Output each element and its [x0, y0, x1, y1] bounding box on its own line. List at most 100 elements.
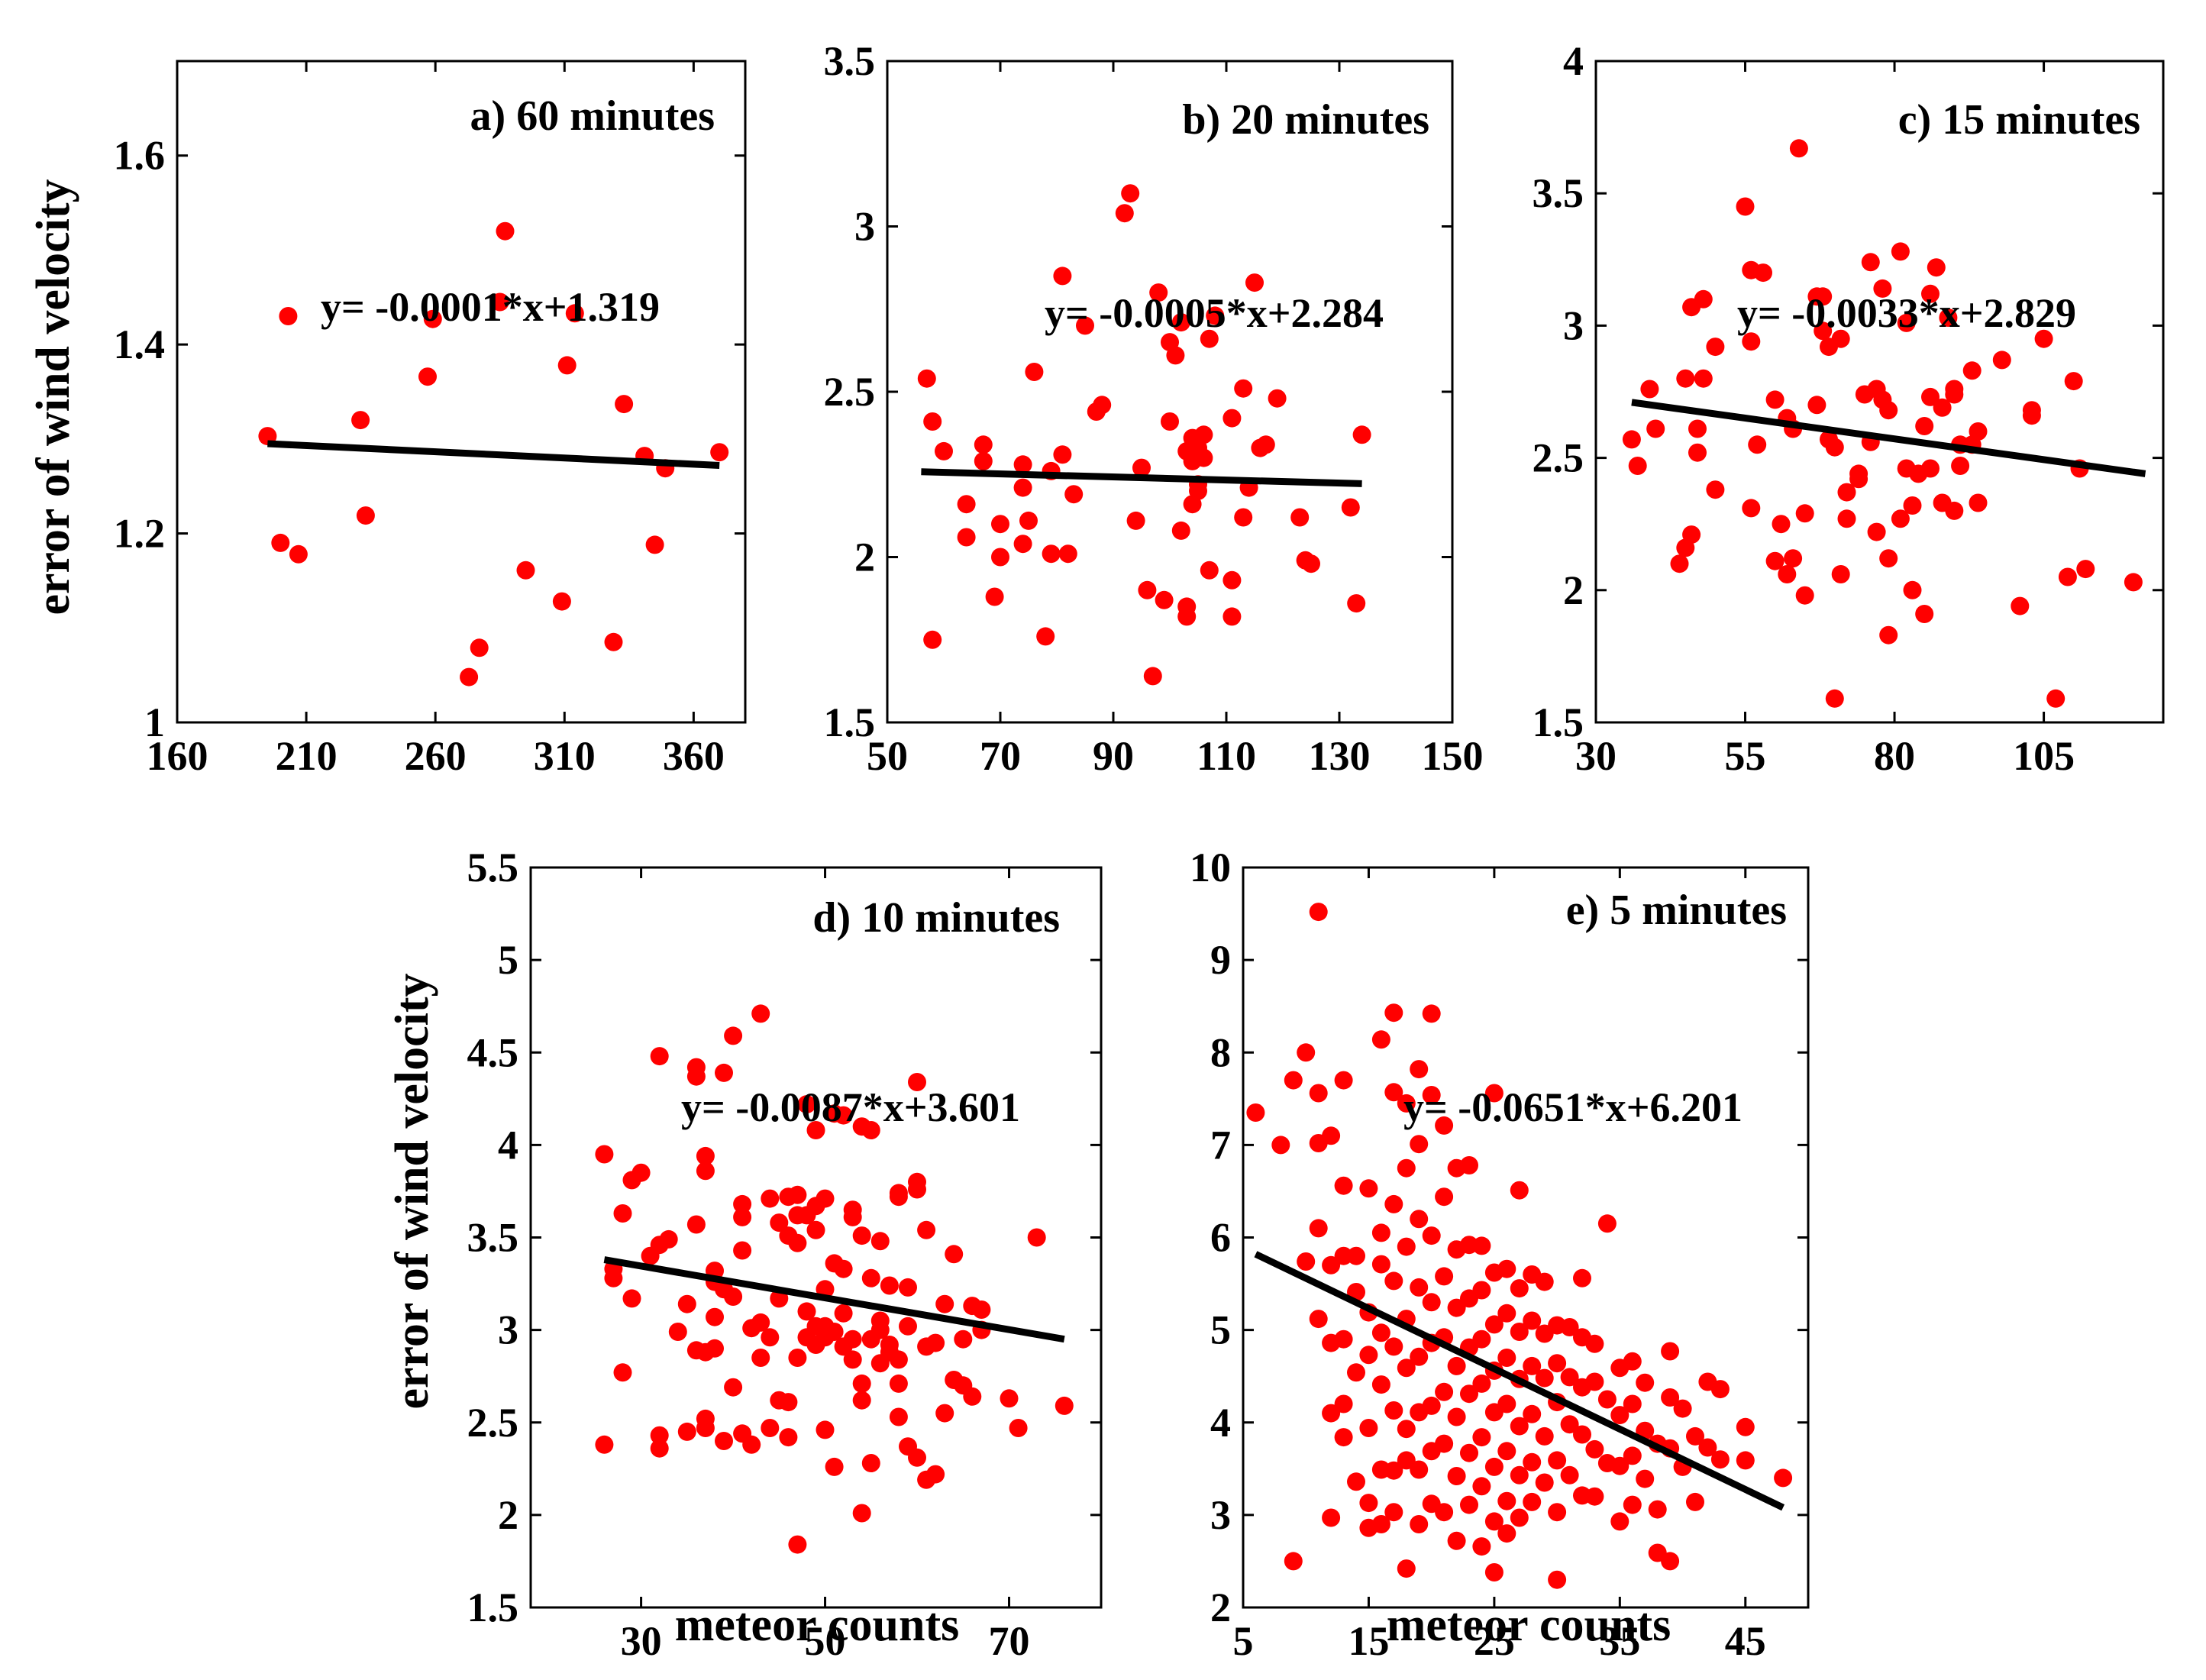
panel-d-point — [779, 1393, 798, 1412]
panel-b-point — [1234, 379, 1253, 398]
panel-a-xtick-label: 360 — [663, 733, 725, 779]
panel-b-equation: y= -0.0005*x+2.284 — [1045, 290, 1384, 336]
panel-c-point — [1622, 430, 1641, 449]
panel-c-point — [1962, 361, 1982, 380]
panel-e-point — [1371, 1323, 1390, 1342]
panel-e-point — [1472, 1374, 1491, 1393]
panel-b-point — [1126, 511, 1145, 530]
panel-e-point — [1460, 1156, 1478, 1174]
panel-d-ytick-label: 4.5 — [467, 1029, 519, 1075]
panel-c-point — [1825, 438, 1844, 457]
panel-a: 160 210 260 310 360 1 1.2 1.4 1.6 a) 60 minutes y=… — [114, 60, 747, 779]
panel-e-point — [1334, 1329, 1353, 1349]
panel-a-point — [565, 304, 584, 323]
panel-e-point — [1710, 1450, 1730, 1469]
panel-d: 30 50 70 1.5 2 2.5 3 3.5 4 4.5 5 5.5 d) 10 minutes y=… — [467, 845, 1103, 1664]
panel-e-point — [1410, 1060, 1429, 1079]
panel-e-point — [1597, 1390, 1617, 1409]
panel-c-xtick-label: 30 — [1575, 733, 1617, 779]
panel-e-point — [1661, 1342, 1680, 1361]
panel-b: 50 70 90 110 130 150 1.5 2 2.5 3 3.5 b) 20 minutes y… — [824, 38, 1484, 779]
panel-e-point — [1510, 1508, 1529, 1527]
panel-c-point — [1891, 242, 1910, 261]
panel-d-point — [935, 1294, 954, 1313]
y-axis-title-top: error of wind velocity — [27, 179, 79, 615]
panel-d-point — [650, 1439, 669, 1458]
panel-e-point — [1484, 1512, 1504, 1531]
panel-e-point — [1371, 1255, 1390, 1274]
panel-c-point — [1646, 419, 1665, 438]
panel-e-point — [1410, 1210, 1429, 1229]
panel-b-point — [1025, 363, 1044, 381]
panel-b-point — [1064, 485, 1084, 504]
panel-c-point — [1945, 501, 1964, 520]
panel-b-point — [1245, 273, 1264, 292]
panel-a-point — [557, 356, 577, 375]
panel-e-point — [1623, 1394, 1642, 1413]
panel-b-point — [1256, 435, 1275, 454]
panel-d-point — [788, 1185, 807, 1204]
panel-e-point — [1510, 1465, 1529, 1485]
panel-e-point — [1497, 1524, 1516, 1543]
panel-a-point — [552, 592, 571, 611]
panel-b-point — [1053, 445, 1072, 464]
panel-c-point — [1754, 263, 1772, 283]
panel-c-point — [1765, 551, 1785, 570]
panel-c-point — [2034, 329, 2053, 348]
panel-d-point — [861, 1268, 880, 1287]
panel-c-ytick-label: 1.5 — [1533, 699, 1584, 745]
panel-e-point — [1610, 1512, 1629, 1531]
panel-b-point — [1149, 283, 1168, 302]
panel-b-point — [985, 587, 1004, 606]
panel-b-title: b) 20 minutes — [1182, 96, 1429, 144]
panel-e-point — [1384, 1003, 1403, 1023]
panel-a-xtick-label: 260 — [405, 733, 467, 779]
panel-d-ytick-label: 5 — [498, 937, 518, 983]
panel-d-ytick-label: 4 — [498, 1122, 518, 1168]
panel-e-point — [1636, 1373, 1655, 1392]
panel-d-point — [806, 1220, 825, 1239]
panel-d-point — [788, 1535, 807, 1554]
panel-e-xtick-label: 35 — [1599, 1618, 1640, 1664]
panel-c-point — [2076, 560, 2095, 579]
panel-d-point — [751, 1349, 770, 1367]
panel-c-point — [1628, 457, 1647, 475]
panel-d-ytick-label: 3.5 — [467, 1215, 519, 1261]
panel-d-point — [761, 1189, 780, 1208]
panel-e-point — [1460, 1495, 1478, 1514]
panel-c-title: c) 15 minutes — [1898, 96, 2140, 144]
panel-b-point — [1177, 597, 1197, 616]
panel-e-point — [1560, 1415, 1579, 1434]
panel-c-point — [1688, 419, 1707, 438]
panel-b-point — [1171, 521, 1190, 540]
panel-e-point — [1484, 1563, 1504, 1581]
panel-d-equation: y= -0.0087*x+3.601 — [681, 1084, 1020, 1130]
panel-d-point — [843, 1329, 862, 1349]
panel-e-xtick-label: 25 — [1474, 1618, 1515, 1664]
panel-e-point — [1472, 1281, 1491, 1300]
panel-e-point — [1585, 1372, 1604, 1391]
panel-e-point — [1397, 1158, 1416, 1178]
panel-d-title: d) 10 minutes — [812, 894, 1060, 942]
panel-e-point — [1497, 1259, 1516, 1278]
panel-b-point — [1302, 554, 1320, 573]
panel-d-point — [696, 1419, 715, 1437]
panel-d-point — [945, 1245, 964, 1264]
panel-e-ytick-label: 3 — [1210, 1492, 1231, 1538]
panel-b-ytick-label: 3.5 — [824, 38, 876, 84]
panel-c-point — [1837, 483, 1856, 502]
panel-e-point — [1246, 1103, 1265, 1122]
panel-d-xtick-label: 30 — [621, 1618, 662, 1664]
panel-d-point — [1009, 1419, 1028, 1437]
panel-c-point — [1915, 417, 1934, 435]
panel-b-xtick-label: 110 — [1197, 733, 1256, 779]
panel-e-equation: y= -0.0651*x+6.201 — [1403, 1084, 1743, 1130]
panel-d-fit-line — [603, 1256, 1065, 1343]
panel-c-point — [1867, 522, 1886, 541]
panel-d-ytick-label: 5.5 — [467, 845, 519, 890]
panel-e-point — [1384, 1194, 1403, 1213]
panel-c-point — [1921, 284, 1940, 303]
panel-c-point — [1837, 509, 1856, 528]
panel-e-point — [1686, 1426, 1704, 1446]
panel-c-point — [1933, 398, 1952, 417]
